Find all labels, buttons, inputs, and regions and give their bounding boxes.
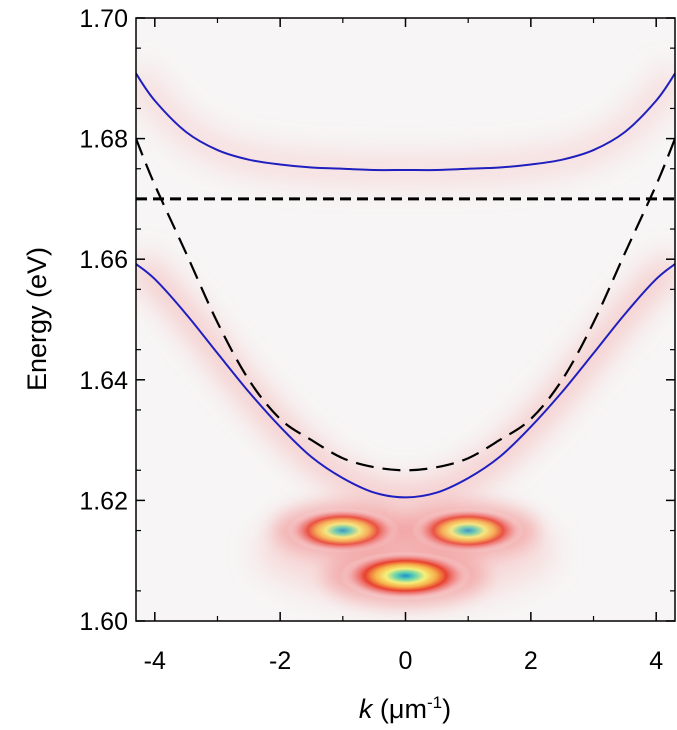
y-tick-label: 1.60: [79, 608, 128, 636]
heatmap-blob: [286, 508, 400, 553]
x-axis-unit: (μm: [372, 694, 427, 724]
series-lines: [136, 72, 675, 499]
heatmap-blobs: [272, 503, 539, 606]
y-tick-label: 1.66: [79, 246, 128, 274]
heatmap-blob: [411, 508, 525, 553]
x-tick-label: 2: [524, 647, 538, 675]
photon-dispersion-dashed-line: [136, 138, 675, 472]
x-tick-label: 4: [649, 647, 663, 675]
lower-polariton-line: [136, 263, 675, 499]
x-tick-label: -4: [144, 647, 166, 675]
x-tick-label: -2: [269, 647, 291, 675]
upper-polariton-line: [136, 72, 675, 172]
y-tick-label: 1.64: [79, 367, 128, 395]
axis-ticks: [136, 17, 675, 622]
x-axis-title: k (μm-1): [359, 693, 451, 724]
x-axis-variable: k: [359, 694, 374, 724]
x-axis-unit-exponent: -1: [427, 693, 442, 712]
y-tick-label: 1.68: [79, 126, 128, 154]
y-tick-label: 1.70: [79, 5, 128, 33]
x-tick-label: 0: [399, 647, 413, 675]
y-tick-label: 1.62: [79, 487, 128, 515]
y-tick-labels: 1.60 1.62 1.64 1.66 1.68 1.70: [79, 5, 128, 636]
heatmap-blob: [339, 551, 472, 601]
y-axis-title: Energy (eV): [22, 247, 52, 391]
x-axis-unit-close: ): [442, 694, 451, 724]
x-tick-labels: -4 -2 0 2 4: [144, 647, 664, 675]
